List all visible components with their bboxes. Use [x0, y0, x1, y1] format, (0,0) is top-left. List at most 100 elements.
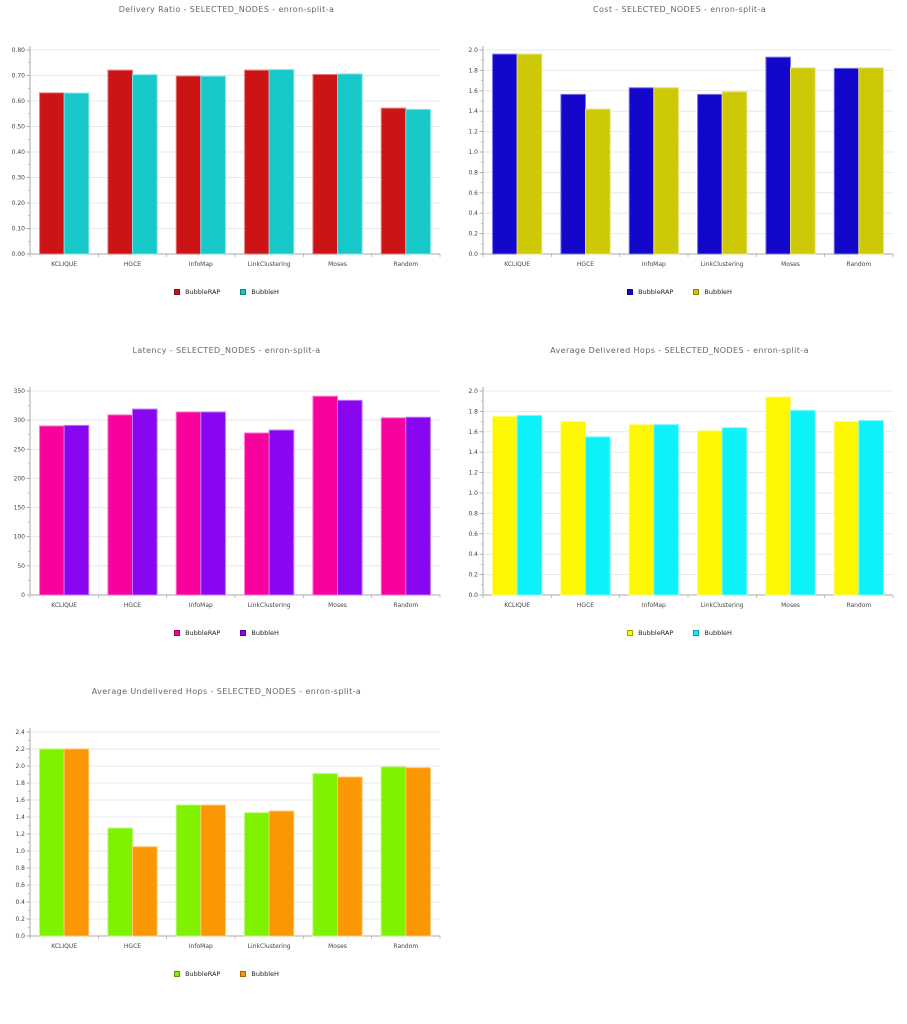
- y-tick-label: 300: [14, 417, 26, 424]
- y-tick-label: 0.30: [12, 175, 26, 182]
- x-category-label: InfoMap: [189, 943, 213, 950]
- bar-BubbleH-HGCE: [132, 74, 158, 255]
- y-tick-label: 0.2: [15, 916, 25, 923]
- bar-BubbleRAP-Random: [380, 766, 407, 937]
- y-tick-label: 2.4: [15, 729, 25, 736]
- bar-BubbleH-KCLIQUE: [63, 92, 90, 255]
- y-tick-label: 1.8: [468, 408, 478, 415]
- y-tick-label: 250: [14, 446, 26, 453]
- legend: BubbleRAP BubbleH: [453, 288, 906, 296]
- legend-swatch-bubbleh: [240, 630, 247, 636]
- empty-cell: [453, 682, 906, 1023]
- y-tick-label: 1.0: [15, 848, 25, 855]
- bar-BubbleH-Random: [858, 67, 884, 255]
- legend-label-bubblerap: BubbleRAP: [185, 970, 221, 978]
- bar-BubbleH-KCLIQUE: [63, 424, 90, 596]
- delivery-ratio-plot: 0.00 0.10 0.20 0.30 0.40 0.50 0.60 0.70 0.80 KCLI…: [12, 46, 441, 268]
- x-category-label: Random: [846, 602, 871, 609]
- legend-item-bubblerap: BubbleRAP: [627, 288, 673, 296]
- bar-BubbleRAP-Moses: [312, 773, 338, 937]
- y-tick-label: 1.6: [468, 88, 478, 95]
- x-category-label: Moses: [781, 261, 800, 268]
- bar-BubbleH-LinkClustering: [721, 427, 748, 596]
- y-tick-label: 150: [14, 505, 26, 512]
- x-category-label: Moses: [328, 261, 347, 268]
- bar-BubbleH-Moses: [337, 399, 363, 596]
- x-category-label: Moses: [328, 602, 347, 609]
- y-tick-label: 0.4: [468, 551, 478, 558]
- y-tick-label: 0.10: [12, 226, 26, 233]
- y-tick-label: 200: [14, 475, 26, 482]
- bar-BubbleRAP-Moses: [765, 396, 791, 596]
- legend-swatch-bubbleh: [240, 289, 247, 295]
- y-tick-label: 0.8: [468, 169, 478, 176]
- legend-swatch-bubblerap: [174, 971, 181, 977]
- chart-average-undelivered-hops: Average Undelivered Hops - SELECTED_NODE…: [0, 682, 453, 1023]
- bar-BubbleRAP-InfoMap: [628, 87, 655, 255]
- legend-label-bubbleh: BubbleH: [251, 288, 279, 296]
- y-tick-label: 0.4: [15, 899, 25, 906]
- legend-item-bubblerap: BubbleRAP: [174, 970, 220, 978]
- bar-BubbleH-Moses: [337, 776, 363, 937]
- x-category-label: LinkClustering: [248, 261, 291, 268]
- bar-BubbleRAP-Moses: [765, 56, 791, 255]
- x-category-label: KCLIQUE: [51, 943, 77, 950]
- y-tick-label: 1.8: [468, 67, 478, 74]
- legend-label-bubbleh: BubbleH: [704, 288, 732, 296]
- x-category-label: InfoMap: [189, 602, 213, 609]
- bar-BubbleRAP-LinkClustering: [697, 430, 723, 596]
- y-tick-label: 1.6: [15, 797, 25, 804]
- bar-BubbleRAP-KCLIQUE: [39, 92, 65, 255]
- y-tick-label: 1.2: [468, 470, 478, 477]
- y-tick-label: 1.4: [468, 449, 478, 456]
- bar-BubbleRAP-Random: [833, 421, 860, 596]
- y-tick-label: 0.60: [12, 98, 26, 105]
- chart-title: Average Delivered Hops - SELECTED_NODES …: [550, 346, 809, 355]
- bar-BubbleH-HGCE: [132, 408, 158, 596]
- x-category-label: LinkClustering: [701, 261, 744, 268]
- x-category-label: HGCE: [124, 943, 141, 950]
- legend-item-bubbleh: BubbleH: [240, 629, 279, 637]
- x-category-label: LinkClustering: [248, 943, 291, 950]
- legend-label-bubblerap: BubbleRAP: [185, 288, 221, 296]
- bar-BubbleRAP-KCLIQUE: [492, 53, 518, 255]
- bar-BubbleRAP-KCLIQUE: [39, 748, 65, 937]
- average-delivered-hops-plot: 0.0 0.2 0.4 0.6 0.8 1.0 1.2 1.4 1.6 1.8 2.0 KCLIQUE…: [468, 387, 894, 609]
- average-undelivered-hops-plot: 0.0 0.2 0.4 0.6 0.8 1.0 1.2 1.4 1.6 1.8 2.0 2.2 2.4 K…: [15, 728, 441, 950]
- legend: BubbleRAP BubbleH: [0, 970, 453, 978]
- bar-BubbleH-InfoMap: [653, 424, 679, 596]
- legend-item-bubblerap: BubbleRAP: [174, 288, 220, 296]
- y-tick-label: 0.8: [15, 865, 25, 872]
- legend-item-bubblerap: BubbleRAP: [174, 629, 220, 637]
- x-category-label: Random: [393, 261, 418, 268]
- bar-BubbleH-LinkClustering: [268, 429, 295, 596]
- legend-label-bubblerap: BubbleRAP: [638, 629, 674, 637]
- bar-BubbleH-Random: [858, 420, 884, 596]
- y-tick-label: 2.2: [15, 746, 25, 753]
- x-category-label: Moses: [781, 602, 800, 609]
- x-category-label: Random: [846, 261, 871, 268]
- y-tick-label: 1.4: [468, 108, 478, 115]
- cost-plot: 0.0 0.2 0.4 0.6 0.8 1.0 1.2 1.4 1.6 1.8 2.0 KCLIQUE…: [468, 46, 894, 268]
- bar-BubbleH-Random: [405, 767, 431, 937]
- chart-title: Cost - SELECTED_NODES - enron-split-a: [592, 5, 766, 14]
- legend-label-bubblerap: BubbleRAP: [185, 629, 221, 637]
- legend-swatch-bubblerap: [627, 630, 634, 636]
- bar-BubbleRAP-HGCE: [107, 827, 134, 937]
- x-category-label: HGCE: [577, 602, 594, 609]
- y-tick-label: 1.4: [15, 814, 25, 821]
- legend-label-bubbleh: BubbleH: [251, 629, 279, 637]
- y-tick-label: 0.0: [468, 592, 478, 599]
- y-tick-label: 50: [17, 563, 25, 570]
- bar-BubbleH-HGCE: [585, 108, 611, 255]
- x-category-label: Moses: [328, 943, 347, 950]
- x-category-label: KCLIQUE: [51, 602, 77, 609]
- y-tick-label: 0.20: [12, 200, 26, 207]
- bar-BubbleRAP-HGCE: [560, 421, 587, 596]
- legend-item-bubbleh: BubbleH: [693, 629, 732, 637]
- y-tick-label: 0.70: [12, 73, 26, 80]
- bar-BubbleH-LinkClustering: [268, 810, 295, 937]
- legend: BubbleRAP BubbleH: [0, 288, 453, 296]
- y-tick-label: 350: [14, 388, 26, 395]
- y-tick-label: 1.2: [468, 129, 478, 136]
